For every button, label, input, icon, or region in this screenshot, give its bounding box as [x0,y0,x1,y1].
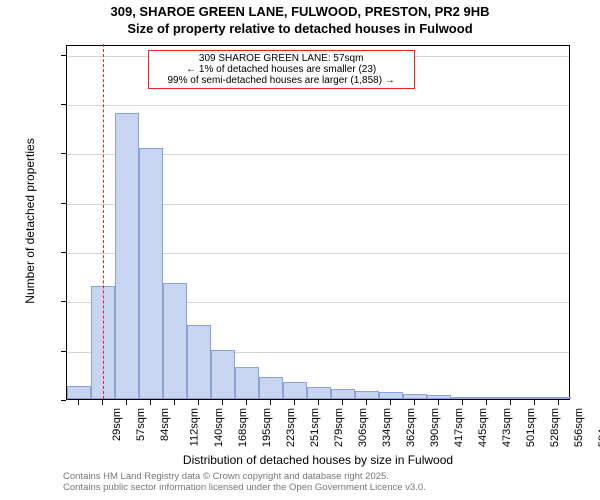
x-tick-mark [318,400,319,405]
bar [475,397,499,399]
bars-layer [67,46,569,399]
x-tick-mark [126,400,127,405]
bar [67,386,91,399]
bar [523,397,547,399]
bar [283,382,307,399]
x-tick-label: 84sqm [159,408,171,441]
x-tick-mark [246,400,247,405]
x-axis-label: Distribution of detached houses by size … [66,453,570,467]
x-tick-mark [270,400,271,405]
bar [427,395,451,399]
x-tick-label: 223sqm [285,408,297,447]
bar [307,387,331,399]
x-tick-label: 362sqm [405,408,417,447]
chart-title-1: 309, SHAROE GREEN LANE, FULWOOD, PRESTON… [0,4,600,20]
x-tick-label: 168sqm [237,408,249,447]
x-tick-label: 112sqm [188,408,200,446]
x-tick-label: 417sqm [453,408,465,447]
x-tick-mark [174,400,175,405]
y-tick-mark [61,104,66,105]
bar [499,397,523,399]
bar [451,397,475,399]
x-tick-label: 473sqm [501,408,513,447]
x-tick-label: 556sqm [573,408,585,447]
plot-area: 309 SHAROE GREEN LANE: 57sqm← 1% of deta… [66,45,570,400]
x-tick-mark [222,400,223,405]
x-tick-mark [510,400,511,405]
y-tick-mark [61,351,66,352]
x-tick-mark [558,400,559,405]
x-tick-label: 501sqm [525,408,537,447]
x-tick-label: 306sqm [357,408,369,447]
info-line: 309 SHAROE GREEN LANE: 57sqm [153,53,410,64]
bar [139,148,163,399]
x-tick-mark [486,400,487,405]
bar [403,394,427,399]
x-tick-mark [438,400,439,405]
credit-line: Contains HM Land Registry data © Crown c… [63,471,426,482]
x-tick-label: 528sqm [549,408,561,447]
x-tick-label: 29sqm [111,408,123,441]
y-tick-mark [61,203,66,204]
bar [331,389,355,399]
chart-root: 309, SHAROE GREEN LANE, FULWOOD, PRESTON… [0,0,600,500]
x-tick-label: 390sqm [429,408,441,447]
bar [235,367,259,399]
y-tick-mark [61,400,66,401]
bar [379,392,403,399]
bar [187,325,211,399]
x-tick-mark [150,400,151,405]
credits: Contains HM Land Registry data © Crown c… [63,471,426,493]
x-tick-mark [414,400,415,405]
x-tick-mark [294,400,295,405]
x-tick-mark [534,400,535,405]
bar [259,377,283,399]
x-tick-label: 140sqm [213,408,225,447]
bar [547,397,571,399]
x-tick-label: 334sqm [381,408,393,447]
x-tick-label: 195sqm [261,408,273,447]
chart-title-2: Size of property relative to detached ho… [0,21,600,37]
y-tick-mark [61,55,66,56]
bar [355,391,379,399]
y-tick-mark [61,153,66,154]
y-axis-label: Number of detached properties [23,121,37,321]
x-tick-mark [366,400,367,405]
x-tick-label: 279sqm [333,408,345,447]
x-tick-mark [78,400,79,405]
credit-line: Contains public sector information licen… [63,482,426,493]
info-callout: 309 SHAROE GREEN LANE: 57sqm← 1% of deta… [148,50,415,89]
x-tick-mark [390,400,391,405]
reference-line [103,44,104,399]
x-tick-mark [198,400,199,405]
bar [115,113,139,399]
info-line: 99% of semi-detached houses are larger (… [153,75,410,86]
x-tick-mark [462,400,463,405]
x-tick-mark [102,400,103,405]
y-tick-mark [61,301,66,302]
bar [163,283,187,399]
y-tick-mark [61,252,66,253]
x-tick-label: 251sqm [309,408,321,447]
x-tick-mark [342,400,343,405]
info-line: ← 1% of detached houses are smaller (23) [153,64,410,75]
x-tick-label: 57sqm [135,408,147,441]
x-tick-label: 445sqm [477,408,489,447]
bar [211,350,235,399]
